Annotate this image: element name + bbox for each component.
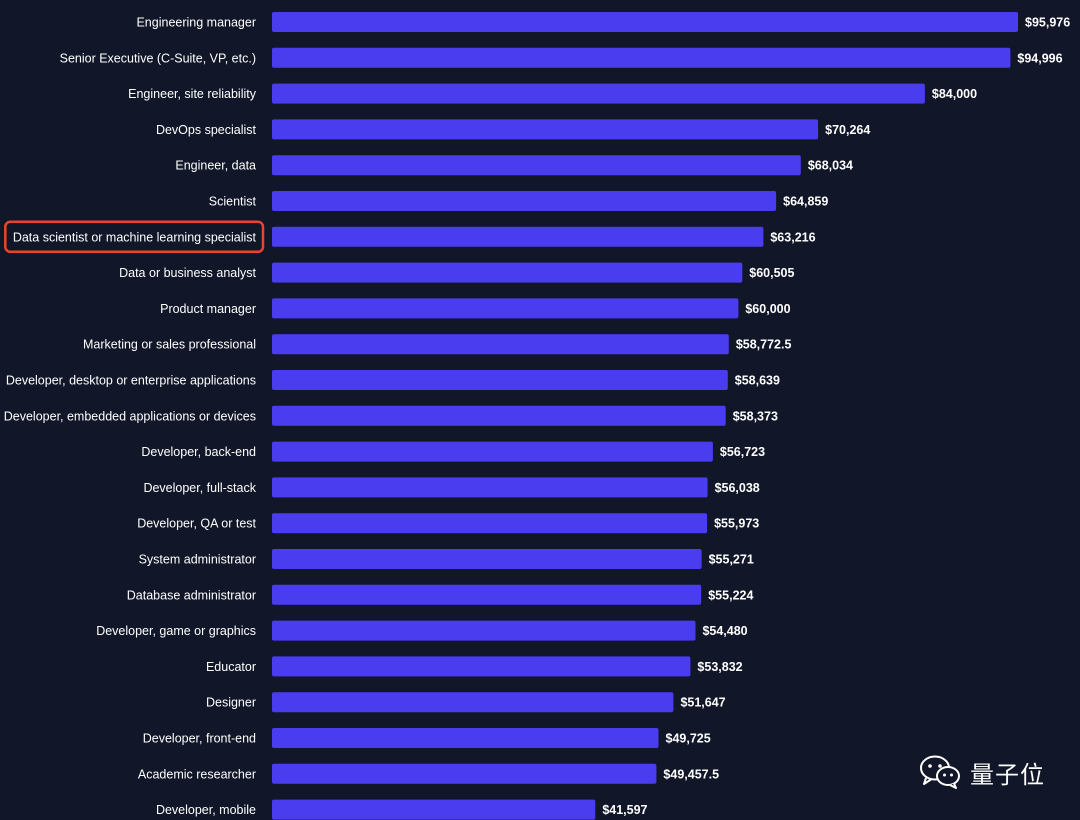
- value-label: $51,647: [680, 696, 725, 710]
- value-label: $55,973: [714, 517, 759, 531]
- category-label: Developer, QA or test: [137, 517, 256, 531]
- value-label: $49,457.5: [663, 767, 719, 781]
- category-label: Scientist: [209, 195, 257, 209]
- value-label: $58,639: [735, 374, 780, 388]
- value-label: $94,996: [1017, 51, 1062, 65]
- category-label: Data scientist or machine learning speci…: [13, 230, 257, 244]
- value-label: $53,832: [697, 660, 742, 674]
- value-label: $58,772.5: [736, 338, 792, 352]
- bar: [272, 191, 777, 211]
- category-label: Database administrator: [127, 588, 256, 602]
- value-label: $54,480: [702, 624, 747, 638]
- value-label: $56,723: [720, 445, 765, 459]
- bar-row: Engineering manager $95,976: [136, 12, 1070, 32]
- value-label: $56,038: [715, 481, 760, 495]
- bar: [272, 656, 691, 677]
- bar-row: Product manager $60,000: [160, 298, 791, 319]
- category-label: Academic researcher: [138, 767, 256, 781]
- category-label: System administrator: [139, 553, 256, 567]
- category-label: Engineering manager: [136, 16, 256, 30]
- bar-row: Data or business analyst $60,505: [119, 262, 795, 283]
- bar: [272, 226, 764, 247]
- value-label: $49,725: [666, 732, 711, 746]
- bar: [272, 119, 819, 140]
- bar-row: Developer, full-stack $56,038: [143, 477, 760, 498]
- value-label: $95,976: [1025, 16, 1070, 30]
- value-label: $58,373: [733, 409, 778, 423]
- category-label: Educator: [206, 660, 256, 674]
- value-label: $68,034: [808, 159, 853, 173]
- bar-row: Marketing or sales professional $58,772.5: [83, 334, 792, 355]
- bar-row: Developer, desktop or enterprise applica…: [6, 370, 780, 390]
- category-label: Product manager: [160, 302, 256, 316]
- bar: [272, 405, 726, 426]
- value-label: $70,264: [825, 123, 870, 137]
- bar-row: Developer, embedded applications or devi…: [4, 405, 778, 426]
- category-label: Marketing or sales professional: [83, 338, 256, 352]
- bar-row: Designer $51,647: [206, 692, 726, 713]
- category-label: DevOps specialist: [156, 123, 257, 137]
- bar: [272, 441, 713, 462]
- bar: [272, 262, 743, 283]
- bar-row: Developer, QA or test $55,973: [137, 513, 759, 534]
- category-label: Developer, mobile: [156, 803, 256, 817]
- value-label: $64,859: [783, 195, 828, 209]
- bar: [272, 83, 925, 104]
- category-label: Developer, back-end: [141, 445, 256, 459]
- bar-row: DevOps specialist $70,264: [156, 119, 870, 140]
- bar: [272, 584, 702, 605]
- bar: [272, 692, 674, 713]
- category-label: Designer: [206, 696, 256, 710]
- bar-row: Developer, game or graphics $54,480: [96, 620, 748, 641]
- category-label: Developer, front-end: [143, 732, 256, 746]
- category-label: Data or business analyst: [119, 266, 256, 280]
- watermark: 量子位: [918, 752, 1045, 792]
- wechat-icon: [920, 755, 960, 789]
- value-label: $63,216: [770, 230, 815, 244]
- bar-row: Engineer, site reliability $84,000: [128, 83, 977, 104]
- bar: [272, 370, 728, 390]
- value-label: $84,000: [932, 87, 977, 101]
- bar-row: Data scientist or machine learning speci…: [13, 226, 816, 247]
- bar: [272, 155, 801, 176]
- bar: [272, 334, 729, 355]
- bar-row: Engineer, data $68,034: [175, 155, 853, 176]
- value-label: $55,271: [709, 553, 754, 567]
- bar-row: Developer, front-end $49,725: [143, 728, 711, 748]
- bar-row: Database administrator $55,224: [127, 584, 753, 605]
- category-label: Developer, game or graphics: [96, 624, 256, 638]
- bar: [272, 477, 708, 498]
- category-label: Developer, embedded applications or devi…: [4, 409, 256, 423]
- highlight-box: [4, 220, 265, 254]
- value-label: $41,597: [602, 803, 647, 817]
- bar-row: Educator $53,832: [206, 656, 743, 677]
- bar-row: System administrator $55,271: [139, 549, 754, 569]
- category-label: Senior Executive (C-Suite, VP, etc.): [60, 51, 256, 65]
- bar: [272, 549, 702, 569]
- watermark-text: 量子位: [970, 760, 1045, 789]
- bar-row: Senior Executive (C-Suite, VP, etc.) $94,…: [60, 47, 1063, 68]
- category-label: Developer, desktop or enterprise applica…: [6, 374, 256, 388]
- bar: [272, 298, 739, 319]
- bar-row: Developer, mobile $41,597: [156, 799, 648, 820]
- bar: [272, 12, 1018, 32]
- bar: [272, 799, 596, 820]
- bar-row: Scientist $64,859: [209, 191, 828, 211]
- bar: [272, 763, 657, 784]
- category-label: Developer, full-stack: [143, 481, 256, 495]
- category-label: Engineer, site reliability: [128, 87, 257, 101]
- value-label: $60,505: [749, 266, 794, 280]
- bar: [272, 47, 1011, 68]
- value-label: $55,224: [708, 588, 753, 602]
- bar: [272, 513, 708, 534]
- bar-row: Developer, back-end $56,723: [141, 441, 765, 462]
- bar: [272, 620, 696, 641]
- value-label: $60,000: [745, 302, 790, 316]
- bar: [272, 728, 659, 748]
- category-label: Engineer, data: [175, 159, 256, 173]
- bar-row: Academic researcher $49,457.5: [138, 763, 719, 784]
